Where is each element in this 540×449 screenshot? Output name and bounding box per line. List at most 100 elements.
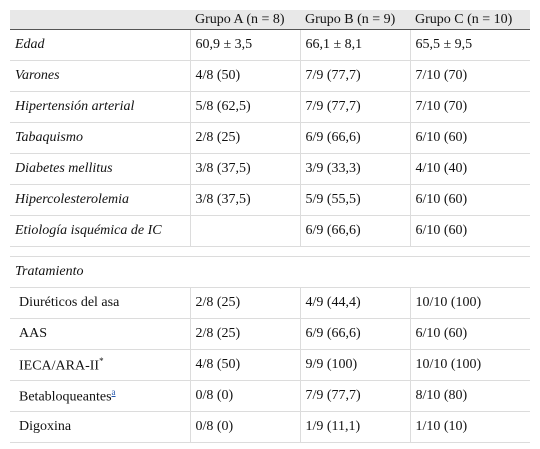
cell-text: 3/8 (37,5)	[195, 161, 251, 176]
cell-text: 5/8 (62,5)	[195, 99, 251, 114]
cell-text: 7/10 (70)	[415, 99, 468, 114]
table-row: Etiología isquémica de IC 6/9 (66,6) 6/10 …	[10, 215, 530, 247]
table-cell: 6/9 (66,6)	[299, 122, 410, 154]
table-cell: 7/10 (70)	[409, 60, 530, 92]
table: Grupo A (n = 8) Grupo B (n = 9) Grupo C (n…	[10, 10, 530, 443]
footnote-marker: a	[111, 386, 116, 397]
cell-text: 7/10 (70)	[415, 68, 468, 83]
cell-text: 65,5 ± 9,5	[415, 37, 473, 52]
table-row: Varones 4/8 (50) 7/9 (77,7) 7/10 (70)	[10, 60, 530, 92]
header-cell: Grupo C (n = 10)	[410, 10, 530, 30]
cell-text: 9/9 (100)	[305, 357, 358, 372]
cell-text: 10/10 (100)	[415, 295, 482, 310]
row-label-text: Varones	[15, 68, 60, 83]
table-cell: 7/9 (77,7)	[299, 380, 410, 412]
row-label-text: Diuréticos del asa	[19, 295, 120, 310]
cell-text: 8/10 (80)	[415, 388, 468, 403]
cell-text: 6/9 (66,6)	[305, 223, 361, 238]
section-row: Tratamiento	[10, 256, 530, 288]
table-cell: 7/9 (77,7)	[299, 60, 410, 92]
cell-text: 6/10 (60)	[415, 130, 468, 145]
table-cell	[189, 215, 300, 247]
table-cell: 7/10 (70)	[409, 91, 530, 123]
cell-text: 6/10 (60)	[415, 326, 468, 341]
table-row: Diuréticos del asa 2/8 (25) 4/9 (44,4) 10/1…	[10, 287, 530, 319]
table-cell: 6/9 (66,6)	[299, 318, 410, 350]
row-label-text: Edad	[15, 37, 45, 52]
section-label: Tratamiento	[10, 256, 530, 288]
table-row: Tabaquismo 2/8 (25) 6/9 (66,6) 6/10 (60)	[10, 122, 530, 154]
header-cell	[10, 10, 190, 30]
table-cell: 3/8 (37,5)	[189, 153, 300, 185]
table-cell: 66,1 ± 8,1	[299, 29, 410, 61]
header-cell: Grupo A (n = 8)	[190, 10, 300, 30]
row-label-text: Betabloqueantes	[19, 389, 112, 405]
cell-text: 6/10 (60)	[415, 192, 468, 207]
cell-text: 5/9 (55,5)	[305, 192, 361, 207]
table-cell: 10/10 (100)	[409, 349, 530, 381]
row-label-text: AAS	[19, 326, 48, 341]
row-label-text: Hipercolesterolemia	[15, 192, 130, 207]
cell-text: 2/8 (25)	[195, 295, 241, 310]
cell-text: 6/9 (66,6)	[305, 130, 361, 145]
row-label: Betabloqueantesa	[10, 380, 190, 412]
cell-text: 7/9 (77,7)	[305, 68, 361, 83]
table-row: Betabloqueantesa 0/8 (0) 7/9 (77,7) 8/10 (8…	[10, 380, 530, 412]
table-cell: 1/10 (10)	[409, 411, 530, 443]
row-label-text: Tabaquismo	[15, 130, 83, 145]
table-cell: 6/10 (60)	[409, 318, 530, 350]
cell-text: 7/9 (77,7)	[305, 99, 361, 114]
footnote-marker: *	[99, 355, 104, 366]
cell-text: 4/8 (50)	[195, 68, 241, 83]
table-cell: 4/10 (40)	[409, 153, 530, 185]
cell-text: 4/9 (44,4)	[305, 295, 361, 310]
table-cell: 6/10 (60)	[409, 122, 530, 154]
table-cell: 6/10 (60)	[409, 215, 530, 247]
cell-text: 10/10 (100)	[415, 357, 482, 372]
table-cell: 6/9 (66,6)	[299, 215, 410, 247]
table-cell: 4/9 (44,4)	[299, 287, 410, 319]
row-label: Diabetes mellitus	[10, 153, 190, 185]
row-label-text: Digoxina	[19, 419, 72, 434]
table-row: Edad 60,9 ± 3,5 66,1 ± 8,1 65,5 ± 9,5	[10, 29, 530, 61]
row-label: Etiología isquémica de IC	[10, 215, 190, 247]
table-cell: 4/8 (50)	[189, 349, 300, 381]
table-cell: 10/10 (100)	[409, 287, 530, 319]
cell-text: 66,1 ± 8,1	[305, 37, 363, 52]
table-cell: 5/8 (62,5)	[189, 91, 300, 123]
spacer-row	[10, 246, 530, 257]
table-cell: 1/9 (11,1)	[299, 411, 410, 443]
cell-text: 1/10 (10)	[415, 419, 468, 434]
cell-text: 4/8 (50)	[195, 357, 241, 372]
table-wrap: Grupo A (n = 8) Grupo B (n = 9) Grupo C (n…	[10, 10, 530, 443]
table-row: AAS 2/8 (25) 6/9 (66,6) 6/10 (60)	[10, 318, 530, 350]
table-cell: 0/8 (0)	[189, 380, 300, 412]
header-cell: Grupo B (n = 9)	[300, 10, 410, 30]
table-cell: 65,5 ± 9,5	[409, 29, 530, 61]
table-row: Hipertensión arterial 5/8 (62,5) 7/9 (77,7…	[10, 91, 530, 123]
table-cell: 3/8 (37,5)	[189, 184, 300, 216]
spacer-cell	[10, 246, 530, 257]
row-label-text: Hipertensión arterial	[15, 99, 135, 114]
table-cell: 2/8 (25)	[189, 287, 300, 319]
table-row: IECA/ARA-II* 4/8 (50) 9/9 (100) 10/10 (100)	[10, 349, 530, 381]
row-label-text: Etiología isquémica de IC	[15, 223, 162, 238]
row-label: Diuréticos del asa	[10, 287, 190, 319]
cell-text: 0/8 (0)	[195, 419, 234, 434]
table-cell: 7/9 (77,7)	[299, 91, 410, 123]
table-row: Hipercolesterolemia 3/8 (37,5) 5/9 (55,5) 6…	[10, 184, 530, 216]
cell-text: 0/8 (0)	[195, 388, 234, 403]
table-body: Grupo A (n = 8) Grupo B (n = 9) Grupo C (n…	[10, 10, 530, 443]
row-label-text: Diabetes mellitus	[15, 161, 113, 176]
cell-text: 4/10 (40)	[415, 161, 468, 176]
table-cell: 6/10 (60)	[409, 184, 530, 216]
cell-text: 6/9 (66,6)	[305, 326, 361, 341]
row-label-text: IECA/ARA-II	[19, 358, 100, 374]
cell-text: 7/9 (77,7)	[305, 388, 361, 403]
table-cell: 9/9 (100)	[299, 349, 410, 381]
cell-text: 6/10 (60)	[415, 223, 468, 238]
cell-text: 3/8 (37,5)	[195, 192, 251, 207]
row-label: Tabaquismo	[10, 122, 190, 154]
row-label: Hipercolesterolemia	[10, 184, 190, 216]
